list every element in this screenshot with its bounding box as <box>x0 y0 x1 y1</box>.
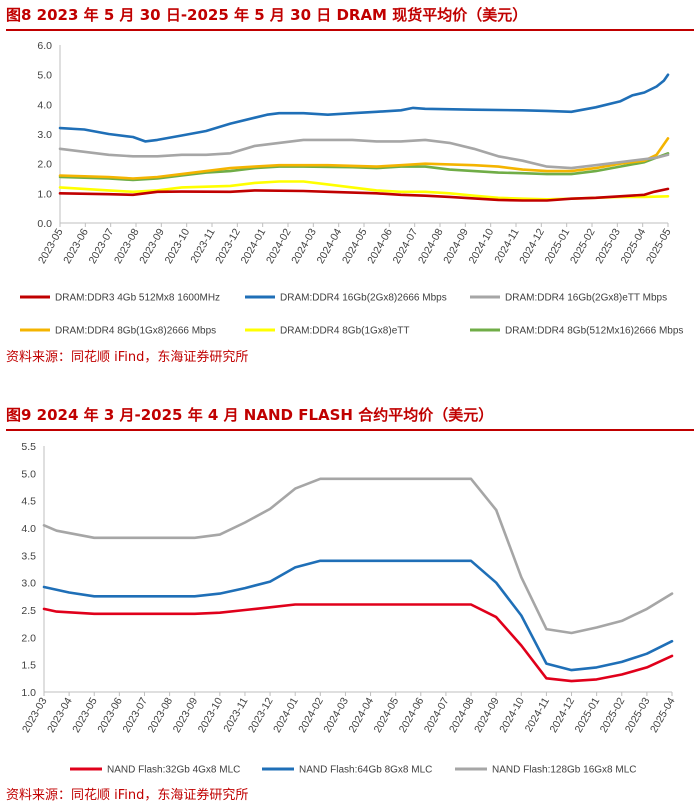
y-tick-label: 5.0 <box>21 468 36 480</box>
figure-title: 图9 2024 年 3 月-2025 年 4 月 NAND FLASH 合约平均… <box>6 406 494 424</box>
x-tick-label: 2025-05 <box>644 226 674 266</box>
legend-label: NAND Flash:64Gb 8Gx8 MLC <box>299 765 432 776</box>
y-tick-label: 4.0 <box>21 523 36 535</box>
series-line <box>58 187 670 202</box>
y-tick-label: 2.0 <box>37 159 52 171</box>
legend-label: DRAM:DDR3 4Gb 512Mx8 1600MHz <box>55 293 220 304</box>
series-line <box>42 559 674 672</box>
series-line <box>42 603 674 683</box>
series-line <box>58 180 670 201</box>
y-tick-label: 2.5 <box>21 605 36 617</box>
nand-chart: 1.01.52.02.53.03.54.04.55.05.52023-03202… <box>20 441 678 776</box>
y-tick-label: 1.0 <box>21 687 36 699</box>
legend-label: DRAM:DDR4 16Gb(2Gx8)2666 Mbps <box>280 293 447 304</box>
title-rule <box>6 29 694 31</box>
series-line <box>58 152 670 182</box>
y-tick-label: 3.5 <box>21 550 36 562</box>
legend-label: DRAM:DDR4 8Gb(1Gx8)2666 Mbps <box>55 326 216 337</box>
source-note: 资料来源：同花顺 iFind，东海证券研究所 <box>6 788 249 803</box>
y-tick-label: 6.0 <box>37 40 52 52</box>
figure-title: 图8 2023 年 5 月 30 日-2025 年 5 月 30 日 DRAM … <box>6 6 528 24</box>
y-tick-label: 0.0 <box>37 218 52 230</box>
y-tick-label: 4.0 <box>37 99 52 111</box>
legend-label: DRAM:DDR4 8Gb(1Gx8)eTT <box>280 326 409 337</box>
y-tick-label: 4.5 <box>21 496 36 508</box>
y-tick-label: 5.0 <box>37 70 52 82</box>
title-rule <box>6 429 694 431</box>
legend-label: DRAM:DDR4 8Gb(512Mx16)2666 Mbps <box>505 326 683 337</box>
y-tick-label: 3.0 <box>21 578 36 590</box>
series-line <box>58 73 670 143</box>
x-tick-label: 2025-04 <box>648 695 678 735</box>
y-tick-label: 1.5 <box>21 660 36 672</box>
series-line <box>58 137 670 180</box>
source-note: 资料来源：同花顺 iFind，东海证券研究所 <box>6 350 249 365</box>
y-tick-label: 5.5 <box>21 441 36 453</box>
dram-chart: 0.01.02.03.04.05.06.02023-052023-062023-… <box>20 40 683 337</box>
series-line <box>42 477 674 635</box>
legend-label: NAND Flash:128Gb 16Gx8 MLC <box>492 765 637 776</box>
y-tick-label: 1.0 <box>37 188 52 200</box>
series-line <box>58 138 670 170</box>
legend-label: DRAM:DDR4 16Gb(2Gx8)eTT Mbps <box>505 293 667 304</box>
legend-label: NAND Flash:32Gb 4Gx8 MLC <box>107 765 240 776</box>
y-tick-label: 2.0 <box>21 632 36 644</box>
y-tick-label: 3.0 <box>37 129 52 141</box>
